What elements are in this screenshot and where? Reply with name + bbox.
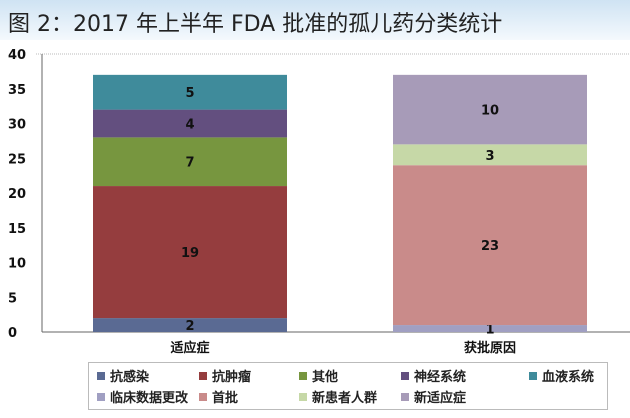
y-tick-label: 40: [8, 48, 26, 63]
data-label: 7: [185, 156, 194, 171]
data-label: 3: [485, 149, 494, 164]
legend-swatch: [299, 393, 307, 401]
x-tick-label: 获批原因: [464, 340, 516, 356]
bar-segment: [393, 325, 587, 332]
legend-item: 神经系统: [401, 366, 466, 385]
legend-item: 抗肿瘤: [199, 366, 251, 385]
legend-label: 新适应症: [414, 391, 467, 406]
legend-label: 首批: [212, 391, 239, 406]
bar-segment: [393, 165, 587, 326]
bar-segment: [93, 318, 287, 332]
y-tick-label: 35: [8, 83, 26, 98]
legend-label: 其他: [312, 370, 339, 385]
legend-item: 临床数据更改: [97, 387, 188, 406]
x-tick-label: 适应症: [170, 340, 209, 356]
data-label: 1: [485, 323, 494, 338]
legend-item: 其他: [299, 366, 338, 385]
y-tick-label: 15: [8, 222, 26, 237]
data-label: 2: [185, 319, 194, 334]
title-bar: 图 2：2017 年上半年 FDA 批准的孤儿药分类统计: [0, 0, 630, 40]
legend-label: 血液系统: [542, 370, 595, 385]
data-label: 10: [481, 104, 499, 119]
legend-label: 临床数据更改: [110, 391, 189, 406]
legend-swatch: [401, 372, 409, 380]
legend-item: 血液系统: [529, 366, 594, 385]
y-tick-label: 25: [8, 152, 26, 167]
y-tick-label: 5: [8, 291, 17, 306]
legend-swatch: [199, 372, 207, 380]
stacked-bar-chart: 0 5 10 15 20 25 30 35 40 2 19 7 4 5 适应症 1 23 3 10 获批原因: [8, 48, 630, 356]
y-tick-label: 10: [8, 257, 26, 272]
legend-swatch: [529, 372, 537, 380]
bar-segment: [93, 74, 287, 110]
y-tick-label: 20: [8, 187, 26, 202]
legend-item: 新患者人群: [299, 387, 377, 406]
data-label: 5: [185, 86, 194, 101]
legend-label: 抗感染: [110, 370, 150, 385]
legend-swatch: [199, 393, 207, 401]
bar-segment: [93, 186, 287, 319]
chart-title: 图 2：2017 年上半年 FDA 批准的孤儿药分类统计: [8, 12, 503, 37]
y-tick-label: 0: [8, 326, 17, 341]
legend-label: 神经系统: [414, 370, 467, 385]
legend-swatch: [97, 393, 105, 401]
legend-swatch: [299, 372, 307, 380]
data-label: 23: [481, 239, 499, 254]
legend-item: 首批: [199, 387, 238, 406]
bar-segment: [393, 144, 587, 166]
legend-swatch: [97, 372, 105, 380]
y-tick-label: 30: [8, 118, 26, 133]
legend-label: 抗肿瘤: [212, 370, 252, 385]
legend-item: 抗感染: [97, 366, 149, 385]
legend: 抗感染 抗肿瘤 其他 神经系统 血液系统临床数据更改 首批 新患者人群 新适应症: [88, 362, 608, 410]
data-label: 4: [185, 118, 194, 133]
legend-label: 新患者人群: [312, 391, 378, 406]
bar-segment: [93, 109, 287, 138]
legend-swatch: [401, 393, 409, 401]
bar-segment: [393, 74, 587, 145]
bar-segment: [93, 137, 287, 187]
legend-item: 新适应症: [401, 387, 466, 406]
data-label: 19: [181, 246, 199, 261]
